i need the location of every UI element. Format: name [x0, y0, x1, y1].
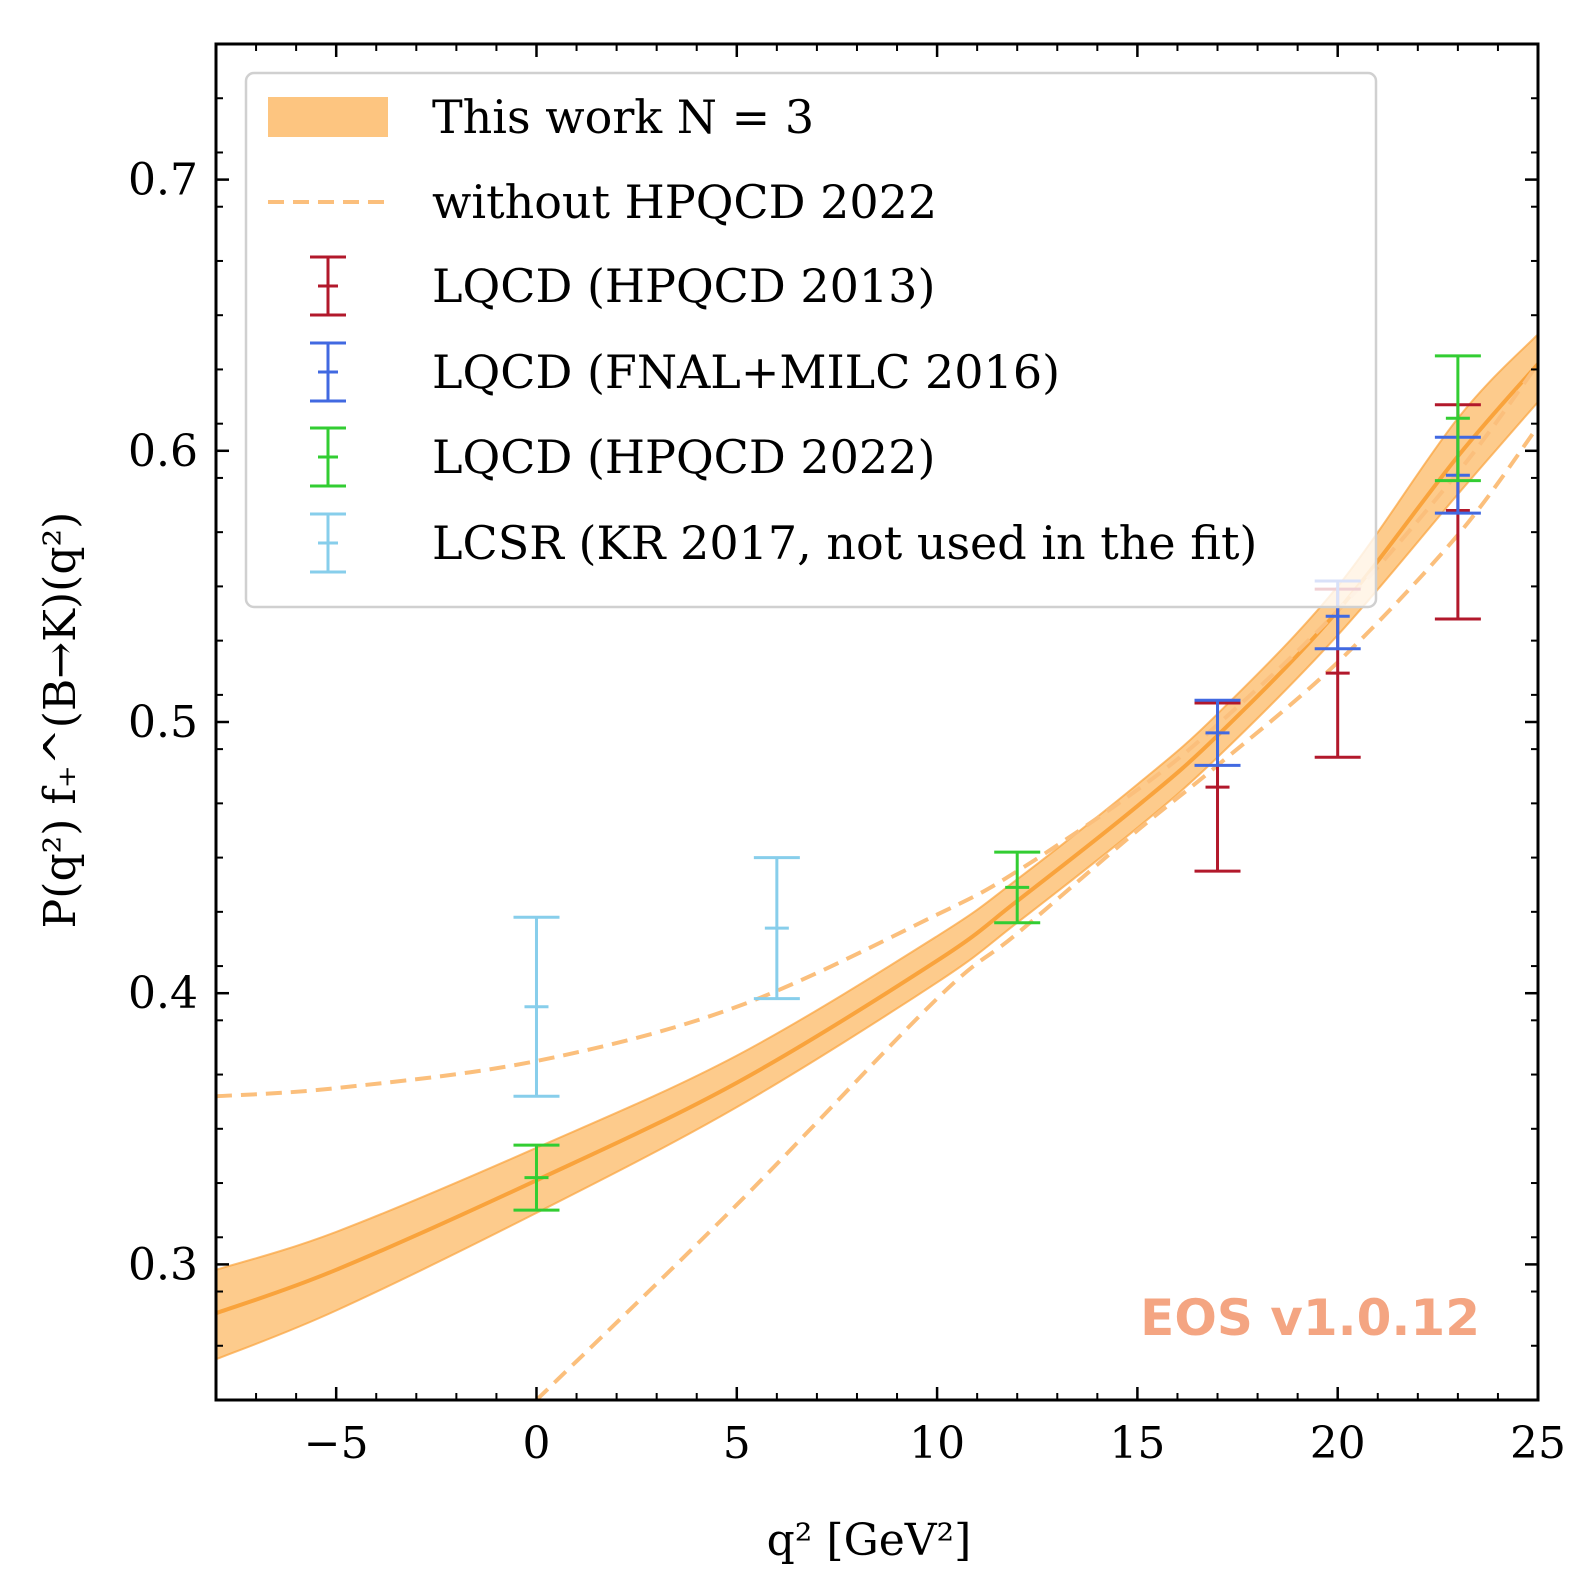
error-point [1194, 698, 1241, 767]
error-point [1434, 354, 1481, 483]
legend-errorbar-swatch [310, 341, 346, 403]
legend-errorbar-swatch [310, 255, 346, 317]
watermark: EOS v1.0.12 [1140, 1289, 1480, 1347]
legend-label-series: LCSR (KR 2017, not used in the fit) [432, 516, 1257, 570]
y-tick-label: 0.4 [128, 968, 198, 1019]
x-axis-label: q² [GeV²] [767, 1515, 972, 1566]
legend-label-series: LQCD (HPQCD 2013) [432, 259, 935, 313]
legend-items: This work N = 3 without HPQCD 2022 LQCD (H… [268, 90, 1257, 574]
x-tick-label: 15 [1109, 1418, 1165, 1469]
y-tick-label: 0.7 [128, 155, 198, 206]
error-point [513, 1143, 560, 1212]
legend-label-series: LQCD (HPQCD 2022) [432, 430, 935, 484]
legend-frame [244, 71, 1378, 609]
error-layer [513, 354, 1481, 1212]
x-tick-label: 20 [1310, 1418, 1366, 1469]
error-point [513, 915, 560, 1098]
y-axis-label: P(q²) f₊^(B→K)(q²) [35, 512, 86, 929]
x-tick-label: 0 [522, 1418, 550, 1469]
legend: This work N = 3 without HPQCD 2022 LQCD (H… [244, 71, 1378, 609]
legend-errorbar-swatch [310, 426, 346, 488]
legend-label-series: LQCD (FNAL+MILC 2016) [432, 345, 1060, 399]
legend-label-band: This work N = 3 [432, 90, 814, 144]
error-series-2 [513, 354, 1481, 1212]
error-point [753, 856, 800, 1001]
error-point [994, 850, 1041, 925]
legend-label-dashed: without HPQCD 2022 [432, 175, 937, 229]
x-tick-label: 10 [909, 1418, 965, 1469]
x-tick-label: −5 [304, 1418, 369, 1469]
y-tick-label: 0.5 [128, 697, 198, 748]
error-series-3 [513, 856, 800, 1098]
y-tick-label: 0.6 [128, 426, 198, 477]
axes-layer: −5 0 5 10 15 20 25 0.3 0.4 0.5 0.6 0.7 [128, 42, 1566, 1469]
legend-band-swatch [268, 97, 388, 137]
legend-errorbar-swatch [310, 512, 346, 574]
y-tick-label: 0.3 [128, 1239, 198, 1290]
x-tick-label: 25 [1510, 1418, 1566, 1469]
band-fill [216, 334, 1538, 1360]
x-tick-label: 5 [723, 1418, 751, 1469]
